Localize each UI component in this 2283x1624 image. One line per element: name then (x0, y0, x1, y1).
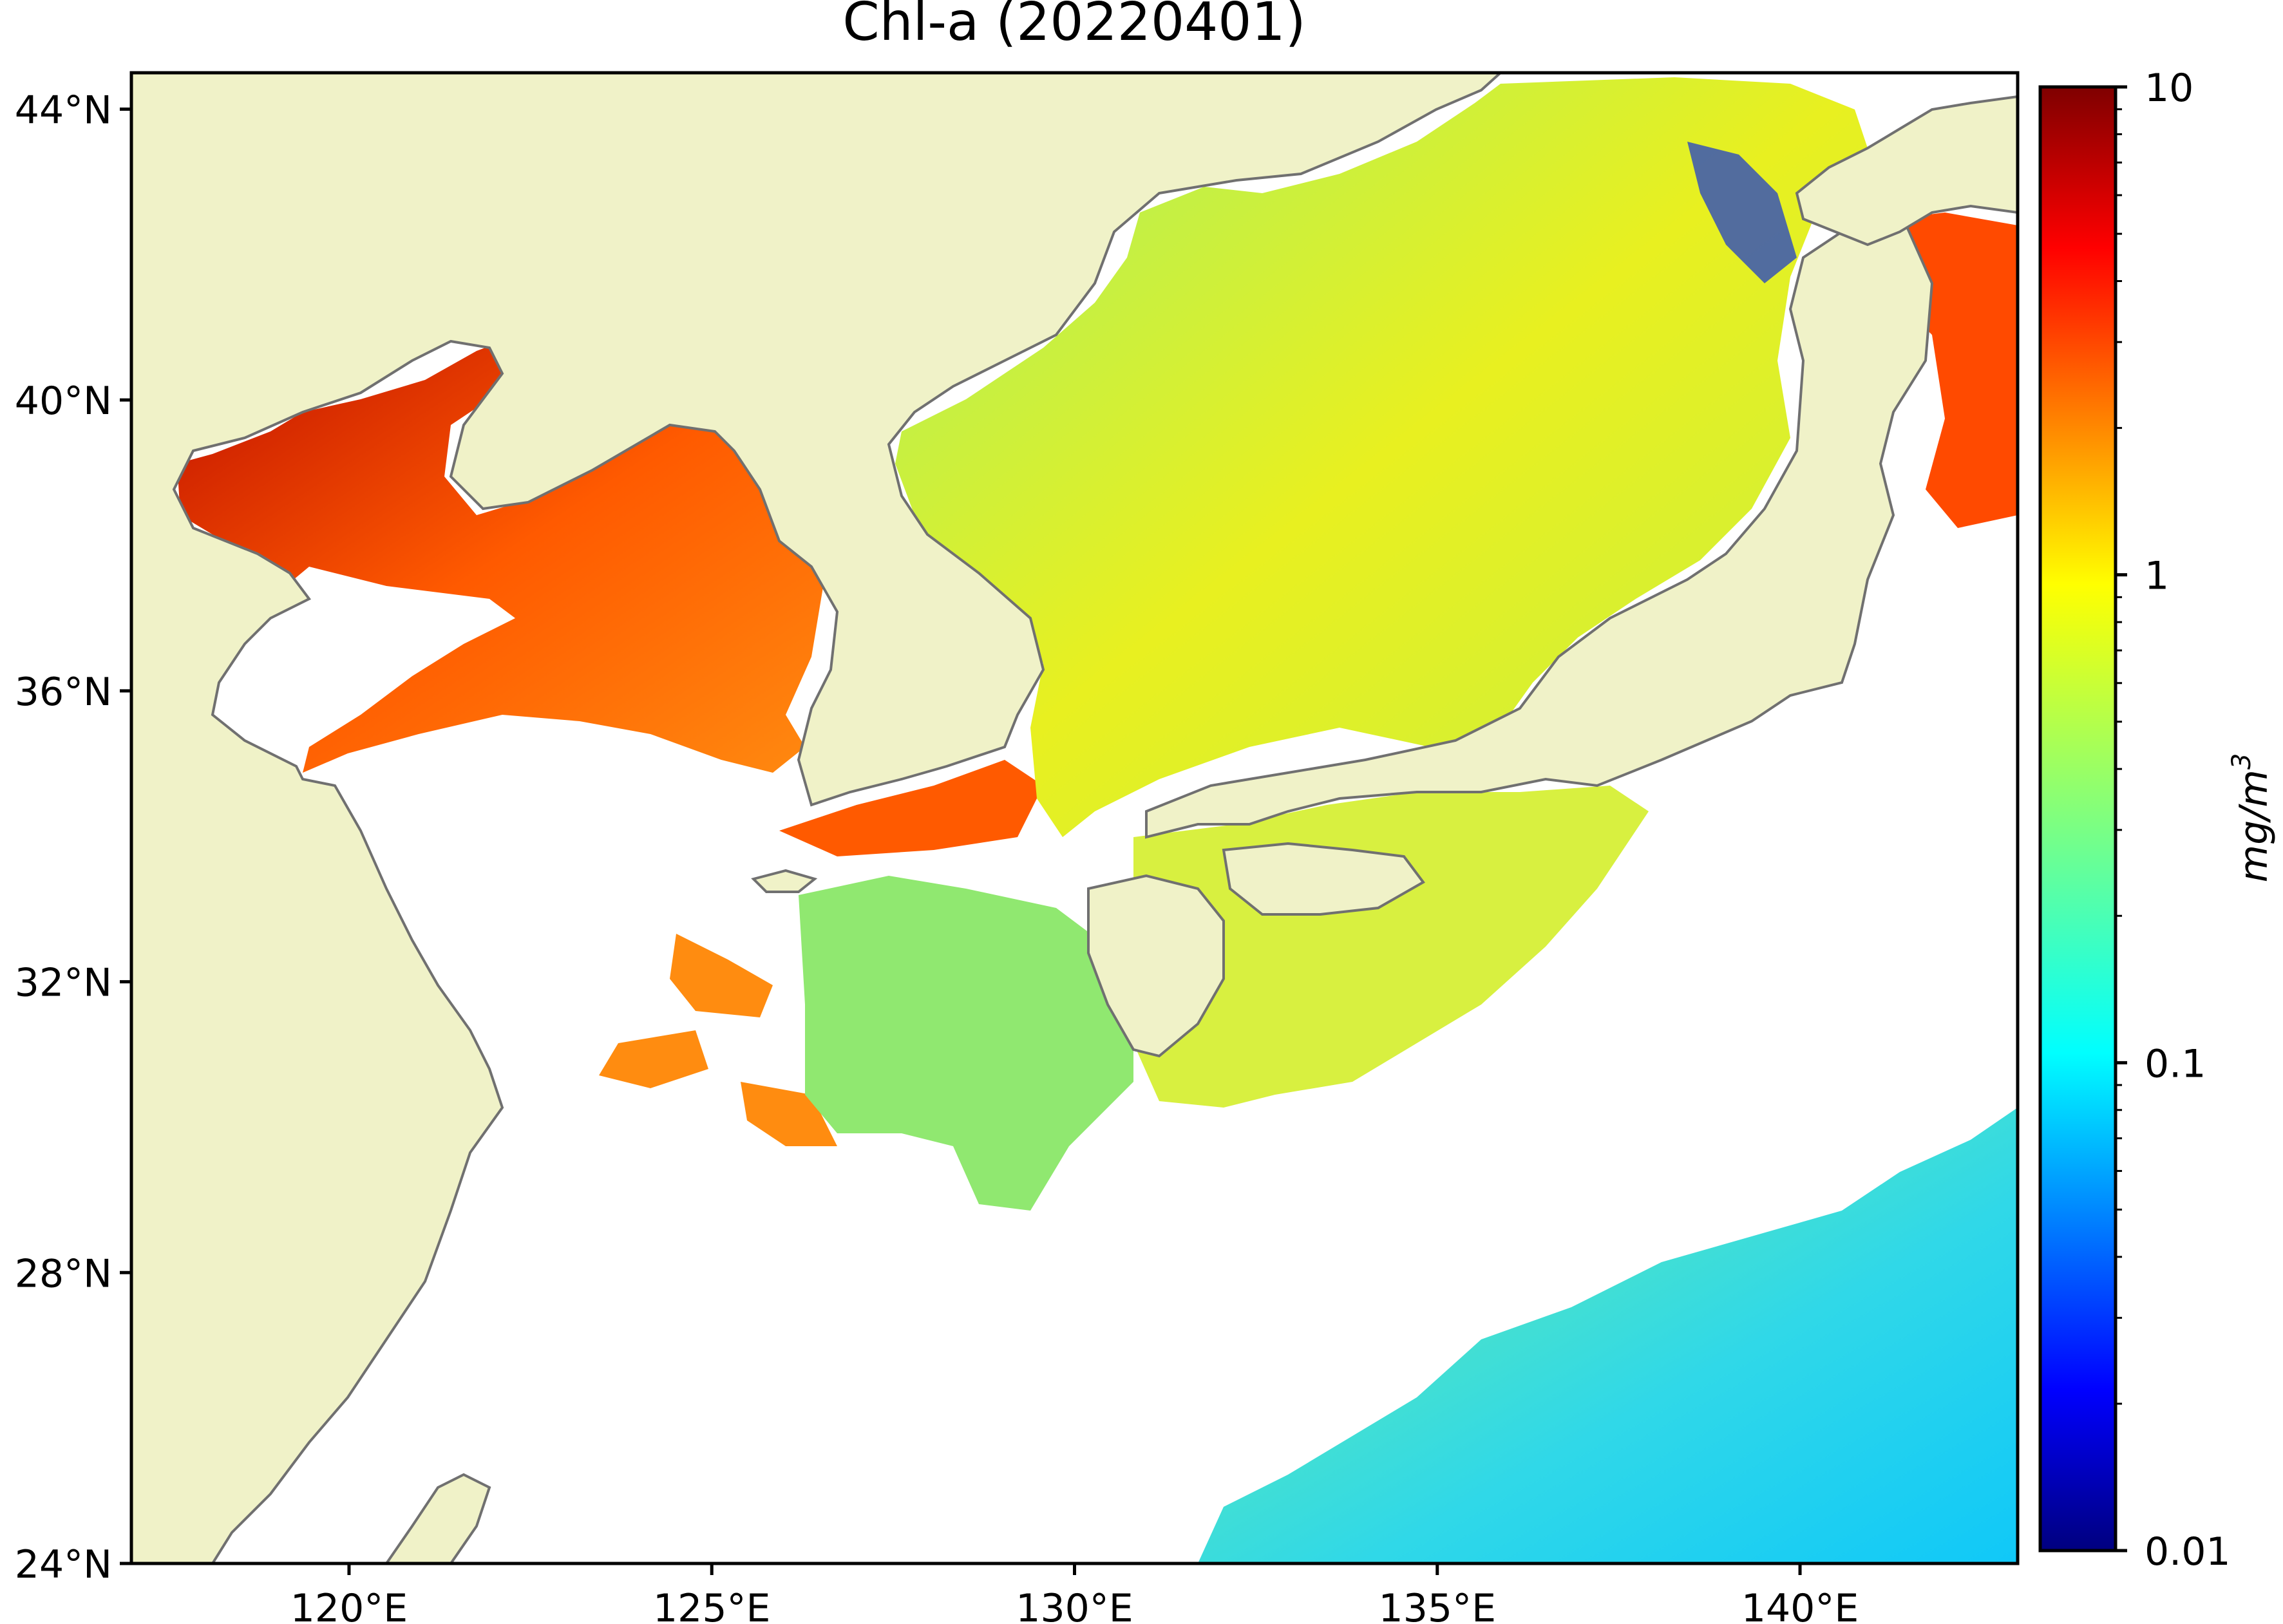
lon-tick-label: 140°E (1741, 1586, 1859, 1624)
lon-tick-label: 125°E (653, 1586, 770, 1624)
colorbar-tick-label: 1 (2145, 554, 2169, 599)
bohai-yellow-sea-chl-field (177, 341, 824, 773)
taiwan-land (384, 1473, 491, 1563)
lat-tick-label: 24°N (15, 1542, 112, 1587)
longitude-ticks: 120°E 125°E 130°E 135°E 140°E (290, 1563, 1859, 1624)
latitude-ticks: 44°N 40°N 36°N 32°N 28°N 24°N (15, 88, 131, 1587)
lat-tick-label: 40°N (15, 379, 112, 424)
lat-tick-label: 32°N (15, 961, 112, 1006)
colorbar-tick-label: 0.01 (2145, 1529, 2231, 1574)
lat-tick-label: 36°N (15, 670, 112, 715)
japan-honshu-land (1145, 223, 1934, 839)
korea-strait-chl-band (779, 760, 1043, 856)
colorbar: 10 1 0.1 0.01 mg/m3 (2038, 66, 2277, 1574)
pacific-low-chl-field (1198, 1108, 2018, 1563)
colorbar-unit-main: mg/m (2231, 770, 2277, 882)
jeju-island (751, 869, 818, 893)
colorbar-ticks: 10 1 0.1 0.01 (2116, 66, 2231, 1574)
map-title: Chl-a (20220401) (842, 0, 1305, 53)
colorbar-unit-superscript: 3 (2227, 753, 2257, 770)
lat-tick-label: 28°N (15, 1251, 112, 1296)
east-sea-chl-field (895, 77, 1868, 837)
map-area (131, 73, 2018, 1563)
tsugaru-area-low-chl (1687, 142, 1797, 283)
east-china-sea-green-field (799, 876, 1133, 1211)
lon-tick-label: 135°E (1379, 1586, 1496, 1624)
hokkaido-land (1795, 95, 2018, 247)
colorbar-tick-label: 0.1 (2145, 1041, 2206, 1086)
china-korea-land (131, 73, 1502, 1563)
colorbar-unit-label: mg/m3 (2227, 753, 2277, 883)
lon-tick-label: 120°E (290, 1586, 408, 1624)
colorbar-tick-label: 10 (2145, 66, 2193, 111)
lat-tick-label: 44°N (15, 88, 112, 133)
lon-tick-label: 130°E (1016, 1586, 1133, 1624)
east-china-sea-chl-patches (599, 934, 837, 1146)
kyushu-land (1087, 874, 1225, 1058)
shikoku-land (1222, 842, 1425, 916)
colorbar-gradient (2038, 85, 2117, 1553)
